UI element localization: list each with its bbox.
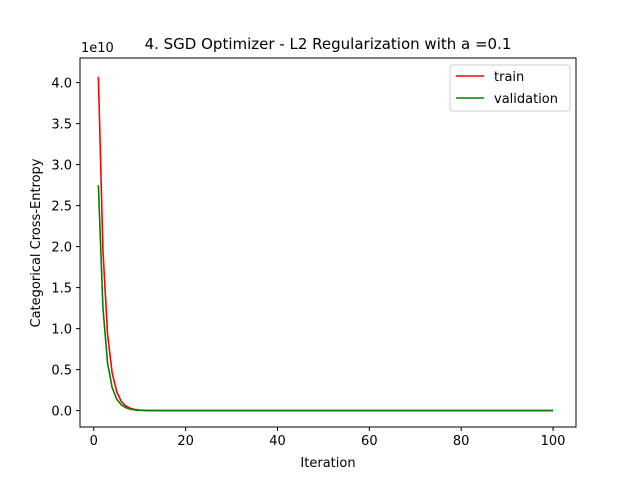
- y-tick-label: 0.0: [51, 405, 72, 420]
- y-tick-label: 3.0: [51, 159, 72, 174]
- plot-area: [97, 76, 554, 412]
- x-axis-label: Iteration: [300, 456, 355, 471]
- y-tick-label: 0.5: [51, 364, 72, 379]
- y-axis-label: Categorical Cross-Entropy: [29, 158, 44, 327]
- x-tick-label: 20: [177, 434, 194, 449]
- legend-label-train: train: [494, 70, 524, 85]
- y-tick-label: 1.5: [51, 282, 72, 297]
- x-tick-label: 60: [361, 434, 378, 449]
- x-tick-label: 0: [90, 434, 98, 449]
- x-tick-label: 100: [541, 434, 566, 449]
- series-line-validation: [97, 185, 554, 412]
- y-offset-label: 1e10: [81, 41, 114, 56]
- y-tick-label: 4.0: [51, 77, 72, 92]
- y-tick-label: 1.0: [51, 323, 72, 338]
- y-tick-label: 3.5: [51, 118, 72, 133]
- legend: train validation: [449, 64, 571, 112]
- x-tick-label: 40: [269, 434, 286, 449]
- x-tick-label: 80: [453, 434, 470, 449]
- axes-frame: [79, 57, 577, 428]
- axes: 0 20 40 60 80 100 0.0 0.5 1.0 1.5 2.0 2.5 3.0 3.5 4.0: [51, 57, 577, 449]
- legend-label-validation: validation: [494, 92, 558, 107]
- y-tick-label: 2.0: [51, 241, 72, 256]
- y-tick-label: 2.5: [51, 200, 72, 215]
- chart-title: 4. SGD Optimizer - L2 Regularization wit…: [145, 35, 512, 53]
